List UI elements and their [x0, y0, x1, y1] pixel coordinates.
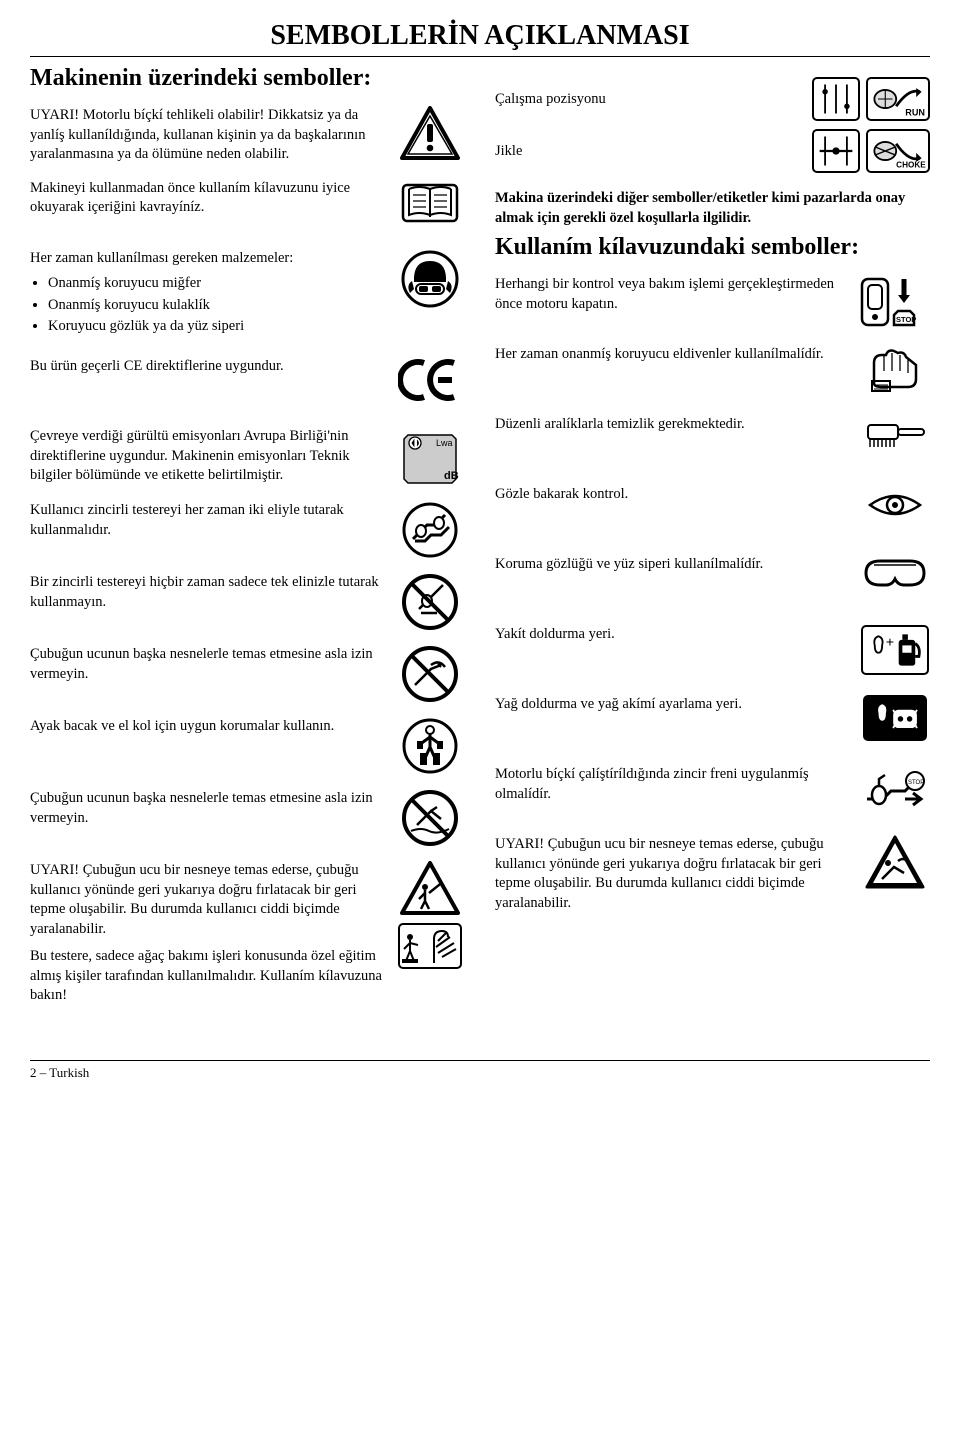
manual-row: Makineyi kullanmadan önce kullaním kílav…	[30, 179, 465, 235]
section-title-manual-symbols: Kullaním kílavuzundaki semboller:	[495, 234, 930, 261]
stop-engine-text: Herhangi bir kontrol veya bakım işlemi g…	[495, 275, 860, 314]
left-column: Makinenin üzerindeki semboller: UYARI! M…	[30, 59, 465, 1020]
ppe-item: Koruyucu gözlük ya da yüz siperi	[48, 317, 387, 337]
ppe-list: Onanmíş koruyucu miğfer Onanmíş koruyucu…	[48, 274, 387, 337]
section-title-machine-symbols: Makinenin üzerindeki semboller:	[30, 65, 465, 92]
chain-brake-icon: STOP	[861, 765, 929, 815]
limb-protect-text: Ayak bacak ve el kol için uygun korumala…	[30, 717, 395, 737]
oil-row: Yağ doldurma ve yağ akímí ayarlama yeri.	[495, 695, 930, 751]
run-lever-icon-a	[812, 77, 860, 121]
goggles-row: Koruma gözlüğü ve yüz siperi kullanílmal…	[495, 555, 930, 611]
tip-contact-row-2: Çubuğun ucunun başka nesnelerle temas et…	[30, 789, 465, 847]
fuel-text: Yakít doldurma yeri.	[495, 625, 860, 645]
ppe-row: Her zaman kullanílması gereken malzemele…	[30, 249, 465, 343]
noise-emission-icon: Lwa dB	[400, 427, 460, 487]
warning-triangle-icon	[399, 106, 461, 162]
divider	[30, 56, 930, 57]
no-tip-ground-icon	[401, 789, 459, 847]
gloves-text: Her zaman onanmíş koruyucu eldivenler ku…	[495, 345, 860, 365]
kickback-triangle-icon	[399, 861, 461, 917]
tip-contact-text-2: Çubuğun ucunun başka nesnelerle temas et…	[30, 789, 395, 828]
gloves-icon	[864, 345, 926, 395]
ppe-item: Onanmíş koruyucu miğfer	[48, 274, 387, 294]
kickback-row: UYARI! Çubuğun ucu bir nesneye temas ede…	[30, 861, 465, 1006]
svg-text:+: +	[886, 635, 894, 651]
right-column: Çalışma pozisyonu RUN Jikle	[495, 59, 930, 1020]
main-title: SEMBOLLERİN AÇIKLANMASI	[30, 20, 930, 52]
no-one-hand-icon	[401, 573, 459, 631]
ce-mark-icon	[398, 357, 462, 403]
oil-icon	[863, 695, 927, 741]
svg-text:CHOKE: CHOKE	[896, 160, 926, 169]
page-footer: 2 – Turkish	[30, 1060, 930, 1081]
goggles-text: Koruma gözlüğü ve yüz siperi kullanílmal…	[495, 555, 860, 575]
oil-text: Yağ doldurma ve yağ akímí ayarlama yeri.	[495, 695, 860, 715]
two-hands-row: Kullanıcı zincirli testereyi her zaman i…	[30, 501, 465, 559]
gloves-row: Her zaman onanmíş koruyucu eldivenler ku…	[495, 345, 930, 401]
helmet-goggles-icon	[400, 249, 460, 309]
kickback2-text: UYARI! Çubuğun ucu bir nesneye temas ede…	[495, 835, 860, 913]
clean-text: Düzenli aralíklarla temizlik gerekmekted…	[495, 415, 860, 435]
tip-contact-text-1: Çubuğun ucunun başka nesnelerle temas et…	[30, 645, 395, 684]
brush-icon	[862, 415, 928, 455]
svg-text:dB: dB	[444, 470, 459, 482]
run-label: Çalışma pozisyonu	[495, 91, 798, 108]
limb-protect-row: Ayak bacak ve el kol için uygun korumala…	[30, 717, 465, 775]
two-hands-text: Kullanıcı zincirli testereyi her zaman i…	[30, 501, 395, 540]
choke-lever-icon-a	[812, 129, 860, 173]
eye-icon	[864, 485, 926, 525]
choke-label: Jikle	[495, 143, 798, 160]
training-text: Bu testere, sadece ağaç bakımı işleri ko…	[30, 947, 387, 1006]
warning-row: UYARI! Motorlu bíçkí tehlikeli olabilir!…	[30, 106, 465, 165]
ce-row: Bu ürün geçerli CE direktiflerine uygund…	[30, 357, 465, 413]
stop-engine-row: Herhangi bir kontrol veya bakım işlemi g…	[495, 275, 930, 331]
choke-row: Jikle CHOKE	[495, 129, 930, 173]
no-tip-contact-icon	[401, 645, 459, 703]
other-symbols-text: Makina üzerindeki diğer semboller/etiket…	[495, 189, 930, 228]
one-hand-row: Bir zincirli testereyi hiçbir zaman sade…	[30, 573, 465, 631]
manual-text: Makineyi kullanmadan önce kullaním kílav…	[30, 179, 395, 218]
brake-row: Motorlu bíçkí çalíştíríldığında zincir f…	[495, 765, 930, 821]
svg-text:RUN: RUN	[905, 107, 925, 117]
noise-text: Çevreye verdiği gürültü emisyonları Avru…	[30, 427, 395, 486]
fuel-row: Yakít doldurma yeri. +	[495, 625, 930, 681]
ppe-intro: Her zaman kullanílması gereken malzemele…	[30, 249, 387, 269]
safety-goggles-icon	[862, 555, 928, 591]
ce-text: Bu ürün geçerli CE direktiflerine uygund…	[30, 357, 395, 377]
choke-lever-icon-b: CHOKE	[866, 129, 930, 173]
stop-engine-icon: STOP	[860, 275, 930, 329]
ppe-item: Onanmíş koruyucu kulaklík	[48, 296, 387, 316]
run-lever-icon-b: RUN	[866, 77, 930, 121]
noise-row: Çevreye verdiği gürültü emisyonları Avru…	[30, 427, 465, 487]
svg-text:STOP: STOP	[896, 315, 916, 324]
brake-text: Motorlu bíçkí çalíştíríldığında zincir f…	[495, 765, 860, 804]
warning-text: UYARI! Motorlu bíçkí tehlikeli olabilir!…	[30, 106, 395, 165]
svg-text:Lwa: Lwa	[436, 438, 453, 448]
one-hand-text: Bir zincirli testereyi hiçbir zaman sade…	[30, 573, 395, 612]
read-manual-icon	[399, 179, 461, 227]
svg-text:STOP: STOP	[908, 780, 924, 786]
body-protection-icon	[401, 717, 459, 775]
visual-text: Gözle bakarak kontrol.	[495, 485, 860, 505]
run-row: Çalışma pozisyonu RUN	[495, 77, 930, 121]
two-hands-icon	[401, 501, 459, 559]
kickback-triangle-icon-2	[864, 835, 926, 891]
tree-worker-icon	[398, 923, 462, 969]
tip-contact-row-1: Çubuğun ucunun başka nesnelerle temas et…	[30, 645, 465, 703]
kickback-warning-text: UYARI! Çubuğun ucu bir nesneye temas ede…	[30, 861, 387, 939]
visual-row: Gözle bakarak kontrol.	[495, 485, 930, 541]
fuel-icon: +	[861, 625, 929, 675]
kickback2-row: UYARI! Çubuğun ucu bir nesneye temas ede…	[495, 835, 930, 913]
clean-row: Düzenli aralíklarla temizlik gerekmekted…	[495, 415, 930, 471]
